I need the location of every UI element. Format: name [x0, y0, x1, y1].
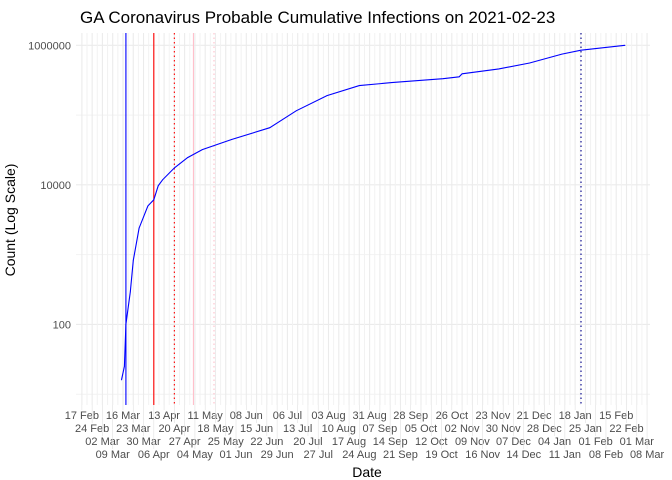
x-tick-label: 07 Sep: [362, 423, 397, 435]
x-tick-label: 24 Aug: [342, 449, 376, 461]
y-axis-ticks: 100 10000 1000000: [28, 40, 71, 331]
x-tick-label: 15 Feb: [599, 410, 633, 422]
x-tick-label: 01 Feb: [579, 436, 613, 448]
x-tick-label: 25 Jan: [569, 423, 602, 435]
data-point: [269, 127, 271, 129]
x-tick-label: 02 Nov: [445, 423, 480, 435]
x-axis-title: Date: [352, 464, 382, 480]
data-point: [442, 78, 444, 80]
data-point: [358, 85, 360, 87]
x-tick-label: 04 Jan: [538, 436, 571, 448]
x-tick-label: 10 Aug: [322, 423, 356, 435]
x-tick-label: 06 Apr: [138, 449, 170, 461]
chart-title: GA Coronavirus Probable Cumulative Infec…: [80, 8, 555, 27]
x-tick-label: 11 May: [188, 410, 224, 422]
x-tick-label: 08 Feb: [589, 449, 623, 461]
x-tick-label: 29 Jun: [261, 449, 294, 461]
x-tick-label: 28 Dec: [527, 423, 562, 435]
data-point: [153, 199, 155, 201]
y-axis-title: Count (Log Scale): [2, 164, 18, 277]
x-tick-label: 28 Sep: [393, 410, 428, 422]
x-tick-label: 08 Jun: [230, 410, 263, 422]
data-point: [231, 139, 233, 140]
x-tick-label: 09 Nov: [455, 436, 490, 448]
x-tick-label: 17 Aug: [332, 436, 366, 448]
data-point: [187, 157, 188, 158]
series: [120, 44, 626, 381]
reference-lines: [125, 33, 582, 405]
x-tick-label: 22 Jun: [250, 436, 283, 448]
x-tick-label: 31 Aug: [352, 410, 386, 422]
x-tick-label: 30 Mar: [126, 436, 161, 448]
x-tick-label: 27 Apr: [169, 436, 201, 448]
x-tick-label: 01 Jun: [219, 449, 252, 461]
data-point: [458, 76, 460, 78]
data-point: [326, 95, 328, 97]
data-point: [391, 82, 393, 83]
y-tick-label: 1000000: [28, 40, 71, 52]
data-point: [624, 44, 626, 46]
data-point: [561, 53, 563, 55]
x-tick-label: 16 Nov: [465, 449, 500, 461]
data-point: [147, 205, 149, 207]
data-point: [125, 324, 127, 325]
x-tick-label: 27 Jul: [304, 449, 333, 461]
x-tick-label: 24 Feb: [75, 423, 109, 435]
x-tick-label: 04 May: [177, 449, 214, 461]
x-tick-label: 21 Sep: [383, 449, 418, 461]
x-tick-label: 05 Oct: [405, 423, 437, 435]
x-tick-label: 16 Mar: [106, 410, 141, 422]
x-tick-label: 19 Oct: [425, 449, 457, 461]
x-tick-label: 08 Mar: [630, 449, 665, 461]
data-point: [580, 49, 582, 51]
x-tick-label: 23 Nov: [475, 410, 510, 422]
x-tick-label: 22 Feb: [609, 423, 643, 435]
x-tick-label: 11 Jan: [549, 449, 581, 461]
data-point: [498, 68, 500, 70]
data-point: [157, 185, 159, 187]
x-tick-label: 06 Jul: [273, 410, 302, 422]
x-tick-label: 15 Jun: [240, 423, 273, 435]
x-tick-label: 07 Dec: [496, 436, 531, 448]
x-tick-label: 30 Nov: [486, 423, 521, 435]
data-point: [138, 227, 140, 229]
y-tick-label: 100: [53, 319, 71, 331]
x-tick-label: 09 Mar: [96, 449, 131, 461]
y-tick-label: 10000: [40, 180, 71, 192]
x-tick-label: 14 Dec: [506, 449, 541, 461]
x-tick-label: 02 Mar: [85, 436, 120, 448]
x-tick-label: 18 May: [197, 423, 234, 435]
data-point: [129, 291, 131, 293]
x-tick-label: 21 Dec: [517, 410, 552, 422]
x-tick-label: 26 Oct: [436, 410, 468, 422]
data-point: [124, 366, 125, 367]
x-tick-label: 12 Oct: [415, 436, 447, 448]
data-point: [295, 110, 297, 112]
x-tick-label: 17 Feb: [65, 410, 99, 422]
x-tick-label: 20 Apr: [158, 423, 190, 435]
data-point: [162, 179, 164, 181]
data-point: [121, 379, 122, 381]
x-tick-label: 23 Mar: [116, 423, 151, 435]
x-tick-label: 25 May: [208, 436, 245, 448]
x-tick-label: 18 Jan: [559, 410, 592, 422]
x-tick-label: 14 Sep: [373, 436, 408, 448]
x-tick-label: 13 Jul: [283, 423, 312, 435]
grid: [76, 33, 650, 405]
x-tick-label: 03 Aug: [311, 410, 345, 422]
data-point: [201, 149, 203, 150]
data-point: [461, 73, 463, 75]
data-point: [529, 62, 531, 64]
x-tick-label: 13 Apr: [148, 410, 180, 422]
data-point: [173, 167, 175, 169]
x-tick-label: 01 Mar: [620, 436, 655, 448]
x-tick-label: 20 Jul: [293, 436, 322, 448]
data-point: [132, 259, 134, 261]
